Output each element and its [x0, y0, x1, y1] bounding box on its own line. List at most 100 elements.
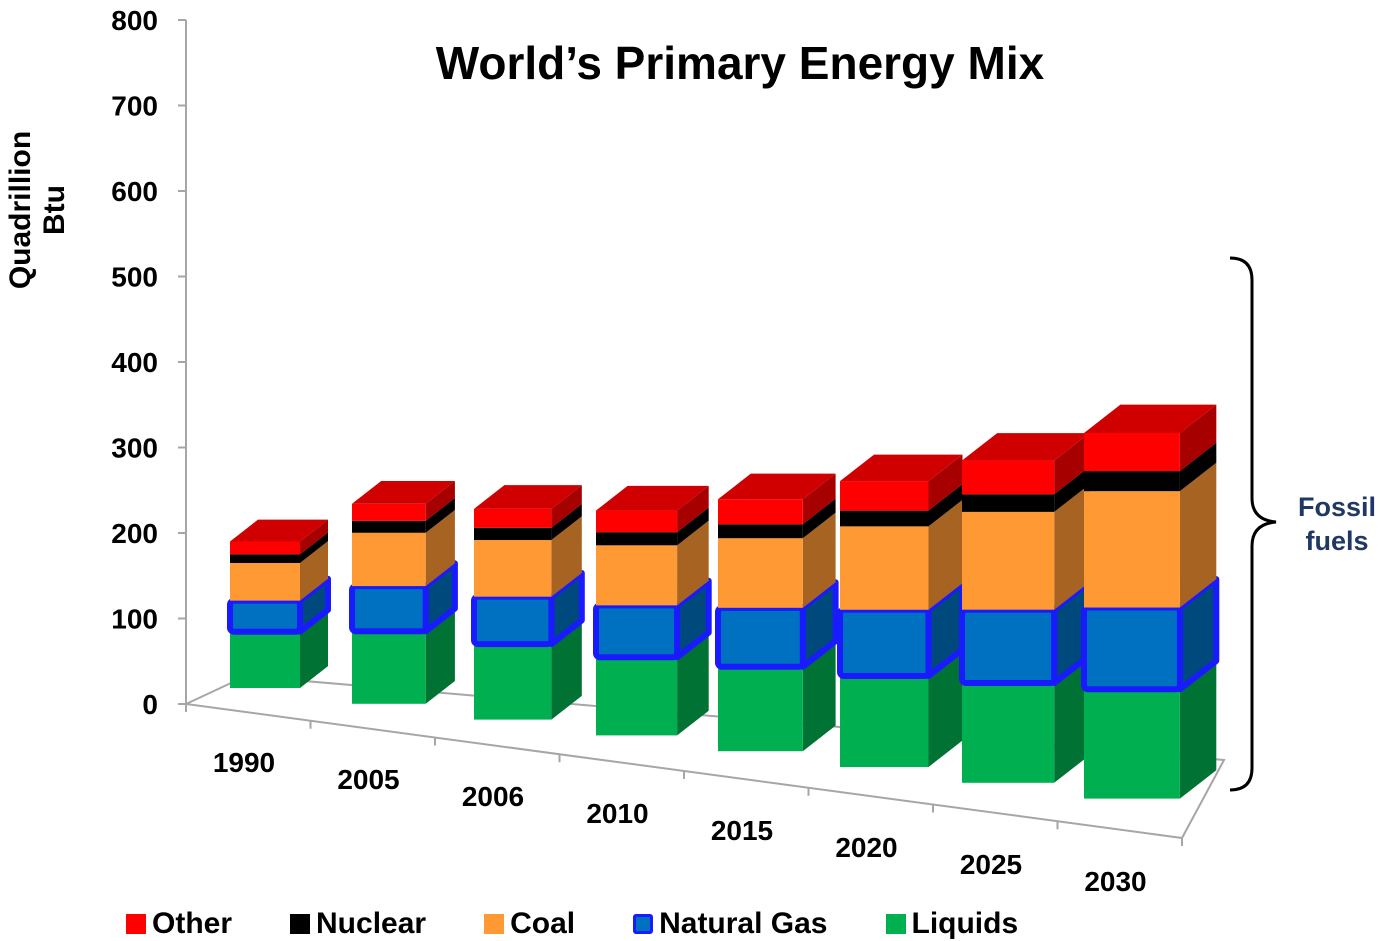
bar-segment-liquids-2015 [718, 666, 803, 752]
legend-swatch-liquids [885, 914, 906, 934]
bar-segment-other-2030 [1084, 433, 1180, 472]
chart-bars [227, 404, 1220, 799]
bar-segment-coal-2030 [1084, 491, 1180, 608]
y-tick-label: 500 [111, 262, 158, 293]
y-tick-label: 200 [111, 518, 158, 549]
bar-side-nuclear-2030 [1179, 442, 1217, 492]
y-tick-label: 700 [111, 91, 158, 122]
bar-segment-natural-gas-2015 [715, 604, 806, 670]
bar-side-nuclear-2020 [928, 484, 963, 527]
legend-label-liquids: Liquids [911, 907, 1019, 940]
bar-side-liquids-2015 [802, 641, 836, 752]
y-tick-label: 800 [111, 5, 158, 36]
x-tick-label: 2030 [1084, 866, 1146, 897]
y-tick-label: 600 [111, 176, 158, 207]
bar-segment-nuclear-2030 [1084, 471, 1180, 492]
bar-segment-liquids-1990 [230, 631, 300, 688]
bar-2015 [715, 473, 839, 752]
bar-side-coal-2015 [802, 512, 836, 608]
y-tick-label: 100 [111, 604, 158, 635]
bar-side-nuclear-2025 [1054, 466, 1090, 512]
bar-side-liquids-2030 [1179, 660, 1217, 799]
fossil-fuels-label-line2: fuels [1305, 526, 1369, 556]
bar-segment-coal-2010 [596, 545, 678, 606]
x-tick-label: 2020 [835, 832, 897, 863]
chart-axes [178, 19, 1226, 846]
x-tick-label: 2015 [711, 815, 773, 846]
bar-segment-other-2005 [352, 503, 426, 521]
legend-label-natural-gas: Natural Gas [659, 907, 828, 940]
bar-side-other-2006 [551, 485, 582, 528]
bar-segment-other-2025 [962, 460, 1055, 495]
bar-side-liquids-2025 [1054, 655, 1090, 783]
bar-side-other-2010 [677, 485, 709, 533]
legend-item-liquids: Liquids [885, 907, 1019, 941]
x-tick-label: 2006 [462, 781, 524, 812]
bar-1990 [227, 519, 331, 688]
legend-label-coal: Coal [510, 907, 576, 940]
y-axis-label: Quadrillion Btu [4, 130, 71, 290]
legend-item-coal: Coal [484, 907, 575, 941]
y-tick-label: 300 [111, 433, 158, 464]
bar-segment-natural-gas-2006 [471, 593, 555, 648]
bar-segment-natural-gas-2020 [837, 606, 932, 679]
bar-side-coal-2020 [928, 499, 963, 610]
bar-side-nuclear-1990 [300, 532, 328, 563]
bar-side-other-2030 [1179, 404, 1217, 472]
bar-side-other-2025 [1054, 433, 1090, 495]
bar-segment-other-2010 [596, 510, 678, 533]
bar-side-liquids-2006 [551, 620, 582, 720]
bar-segment-coal-2025 [962, 511, 1055, 610]
bar-side-coal-2010 [677, 520, 709, 606]
legend-label-other: Other [152, 907, 233, 940]
bar-2005 [349, 480, 458, 704]
bar-segment-nuclear-1990 [230, 554, 300, 563]
bar-side-nuclear-2006 [551, 504, 582, 541]
bar-segment-other-2020 [840, 481, 929, 511]
bar-segment-nuclear-2015 [718, 524, 803, 539]
chart-legend: Other Nuclear Coal Natural Gas Liquids [126, 906, 1018, 941]
bar-side-nuclear-2005 [425, 498, 455, 533]
x-tick-label: 1990 [213, 747, 275, 778]
bar-side-liquids-2020 [928, 649, 963, 767]
bar-side-coal-2030 [1179, 462, 1217, 608]
bar-2020 [837, 454, 966, 767]
legend-swatch-other [126, 914, 146, 934]
bar-segment-liquids-2020 [840, 675, 929, 767]
bar-segment-liquids-2005 [352, 631, 426, 704]
legend-item-natural-gas: Natural Gas [633, 907, 828, 941]
fossil-fuels-brace [1229, 256, 1277, 792]
bar-top-2025 [962, 433, 1090, 461]
bar-side-nuclear-2015 [802, 498, 836, 539]
legend-item-other: Other [126, 907, 232, 941]
bar-segment-coal-2005 [352, 532, 426, 587]
fossil-fuels-label: Fossil fuels [1282, 490, 1386, 558]
y-tick-label: 0 [142, 689, 158, 720]
bar-segment-coal-2006 [474, 540, 552, 597]
bar-segment-natural-gas-1990 [227, 597, 303, 635]
bar-side-liquids-2010 [677, 632, 709, 736]
bar-2025 [959, 433, 1093, 783]
bar-segment-other-1990 [230, 541, 300, 555]
bar-top-2005 [352, 480, 455, 504]
legend-swatch-coal [484, 914, 505, 934]
bar-segment-liquids-2010 [596, 657, 678, 736]
x-tick-label: 2010 [586, 798, 648, 829]
bar-segment-coal-2020 [840, 526, 929, 610]
bar-segment-nuclear-2010 [596, 532, 678, 546]
y-tick-label: 400 [111, 347, 158, 378]
fossil-fuels-label-line1: Fossil [1297, 492, 1377, 522]
bar-segment-other-2015 [718, 499, 803, 525]
bar-side-nuclear-2010 [677, 507, 709, 546]
legend-item-nuclear: Nuclear [290, 907, 426, 941]
bar-segment-natural-gas-2005 [349, 583, 429, 635]
bar-segment-nuclear-2006 [474, 527, 552, 541]
bar-top-2020 [840, 454, 963, 482]
x-tick-label: 2025 [960, 849, 1022, 880]
bar-side-coal-2006 [551, 516, 582, 597]
bar-segment-nuclear-2005 [352, 520, 426, 533]
bar-2006 [471, 485, 585, 720]
bar-side-liquids-2005 [425, 608, 455, 704]
